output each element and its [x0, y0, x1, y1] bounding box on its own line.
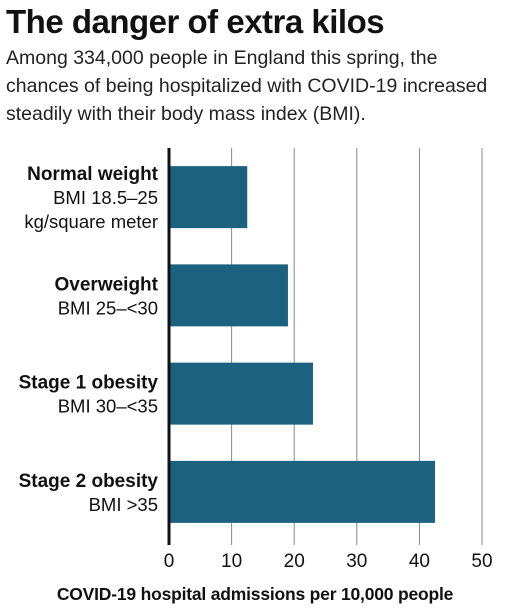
- category-detail-label: BMI 25–<30: [58, 297, 158, 318]
- category-detail-label: kg/square meter: [24, 211, 158, 232]
- bar: [169, 460, 436, 523]
- chart-subtitle: Among 334,000 people in England this spr…: [6, 47, 488, 125]
- bar: [169, 264, 288, 327]
- x-tick-label: 40: [409, 551, 430, 572]
- category-detail-label: BMI 30–<35: [58, 396, 158, 417]
- bar: [169, 166, 248, 229]
- x-tick-label: 10: [221, 551, 242, 572]
- bar: [169, 362, 313, 425]
- x-axis-title: COVID-19 hospital admissions per 10,000 …: [56, 584, 454, 604]
- x-tick-label: 0: [164, 551, 175, 572]
- category-detail-label: BMI 18.5–25: [53, 187, 158, 208]
- category-detail-label: BMI >35: [89, 494, 158, 515]
- x-tick-label: 30: [346, 551, 367, 572]
- category-label: Stage 1 obesity: [19, 373, 159, 394]
- x-tick-label: 50: [471, 551, 492, 572]
- category-label: Stage 2 obesity: [19, 471, 159, 492]
- x-tick-label: 20: [284, 551, 305, 572]
- category-label: Normal weight: [27, 164, 159, 185]
- chart-title: The danger of extra kilos: [6, 3, 385, 40]
- category-label: Overweight: [55, 274, 159, 295]
